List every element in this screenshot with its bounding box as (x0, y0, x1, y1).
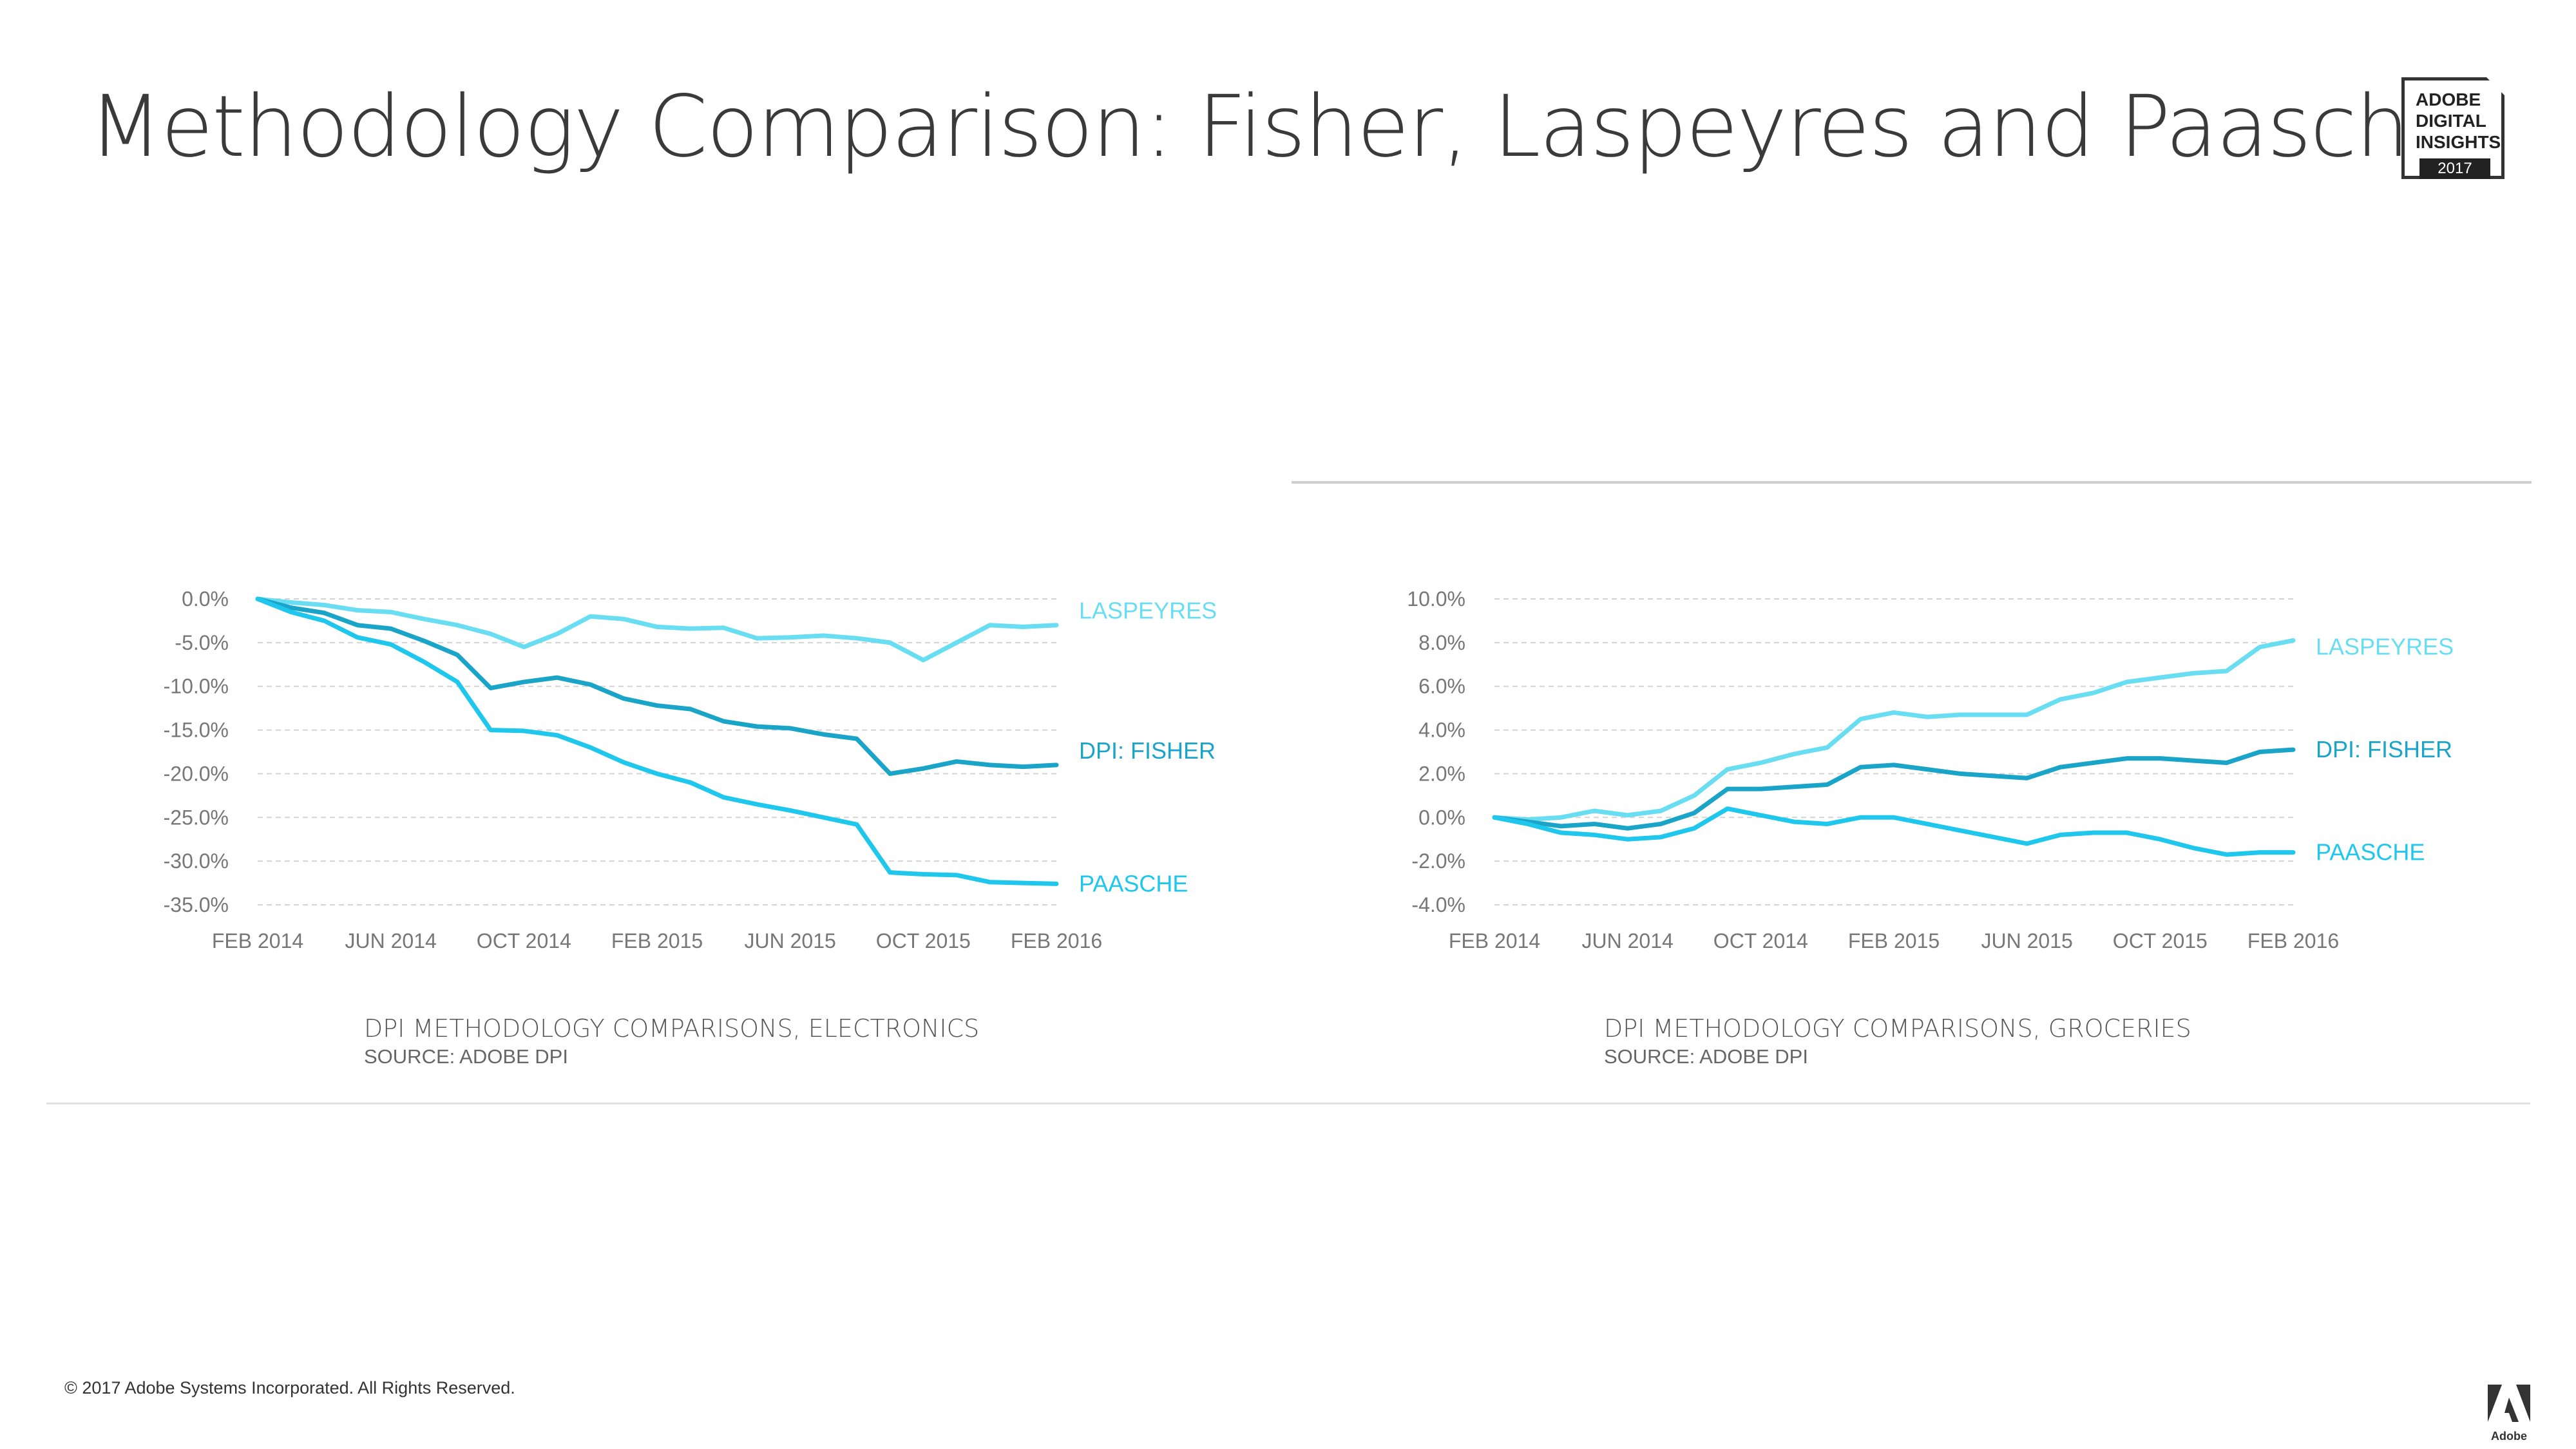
x-tick-label: OCT 2015 (876, 929, 971, 952)
series-label-paasche: PAASCHE (2316, 839, 2425, 866)
y-tick-label: 8.0% (1418, 631, 1465, 654)
y-tick-label: -2.0% (1411, 849, 1465, 873)
y-tick-label: -10.0% (164, 675, 229, 698)
top-divider (1292, 481, 2532, 484)
y-tick-label: 0.0% (1418, 806, 1465, 829)
series-line-laspeyres (1492, 638, 2296, 822)
x-tick-label: JUN 2014 (345, 929, 437, 952)
badge-text: ADOBE DIGITAL INSIGHTS (2416, 90, 2501, 152)
y-tick-label: -5.0% (175, 631, 229, 654)
page-title: Methodology Comparison: Fisher, Laspeyre… (89, 77, 2461, 176)
x-tick-label: JUN 2014 (1582, 929, 1674, 952)
x-tick-label: OCT 2014 (1713, 929, 1808, 952)
y-tick-label: 10.0% (1407, 587, 1465, 611)
groceries-chart: 10.0% 8.0% 6.0% 4.0% 2.0% 0.0% -2.0% -4.0% FEB 2… (1407, 587, 2454, 952)
x-tick-label: FEB 2014 (212, 929, 303, 952)
electronics-caption: DPI METHODOLOGY COMPARISONS, ELECTRONICS (364, 1014, 980, 1043)
series-label-dpi-fisher: DPI: FISHER (1079, 737, 1216, 764)
y-tick-label: 4.0% (1418, 719, 1465, 742)
x-tick-label: FEB 2016 (1011, 929, 1102, 952)
adobe-logo-icon: Adobe (2488, 1385, 2530, 1443)
series-line-paasche (1492, 806, 2296, 857)
groceries-source: SOURCE: ADOBE DPI (1604, 1045, 1808, 1068)
y-tick-label: 2.0% (1418, 762, 1465, 785)
x-tick-label: FEB 2016 (2247, 929, 2339, 952)
x-tick-label: JUN 2015 (745, 929, 836, 952)
y-tick-label: -20.0% (164, 762, 229, 785)
y-tick-label: 0.0% (182, 587, 229, 611)
x-tick-label: FEB 2014 (1449, 929, 1540, 952)
series-label-laspeyres: LASPEYRES (1079, 598, 1217, 624)
bottom-divider (46, 1103, 2530, 1104)
y-tick-label: -35.0% (164, 893, 229, 916)
electronics-source: SOURCE: ADOBE DPI (364, 1045, 568, 1068)
series-line-dpi-fisher (1492, 747, 2296, 831)
series-label-laspeyres: LASPEYRES (2316, 633, 2454, 659)
y-tick-label: -15.0% (164, 719, 229, 742)
groceries-caption: DPI METHODOLOGY COMPARISONS, GROCERIES (1604, 1014, 2191, 1043)
badge-year: 2017 (2419, 158, 2490, 179)
y-tick-label: -25.0% (164, 806, 229, 829)
series-line-paasche (255, 596, 1059, 886)
y-tick-label: 6.0% (1418, 675, 1465, 698)
y-tick-label: -4.0% (1411, 893, 1465, 916)
series-label-dpi-fisher: DPI: FISHER (2316, 736, 2452, 762)
x-tick-label: FEB 2015 (1848, 929, 1940, 952)
series-label-paasche: PAASCHE (1079, 870, 1188, 896)
x-tick-label: OCT 2014 (477, 929, 571, 952)
x-tick-label: JUN 2015 (1981, 929, 2073, 952)
copyright-footer: © 2017 Adobe Systems Incorporated. All R… (64, 1378, 515, 1397)
x-tick-label: FEB 2015 (611, 929, 703, 952)
series-line-dpi-fisher (255, 596, 1059, 776)
electronics-chart: 0.0% -5.0% -10.0% -15.0% -20.0% -25.0% -30.0% -… (164, 587, 1217, 952)
adobe-logo-label: Adobe (2491, 1430, 2527, 1443)
adobe-digital-insights-badge: ADOBE DIGITAL INSIGHTS 2017 (2401, 77, 2510, 185)
x-tick-label: OCT 2015 (2113, 929, 2208, 952)
y-tick-label: -30.0% (164, 849, 229, 873)
series-line-laspeyres (255, 596, 1059, 663)
